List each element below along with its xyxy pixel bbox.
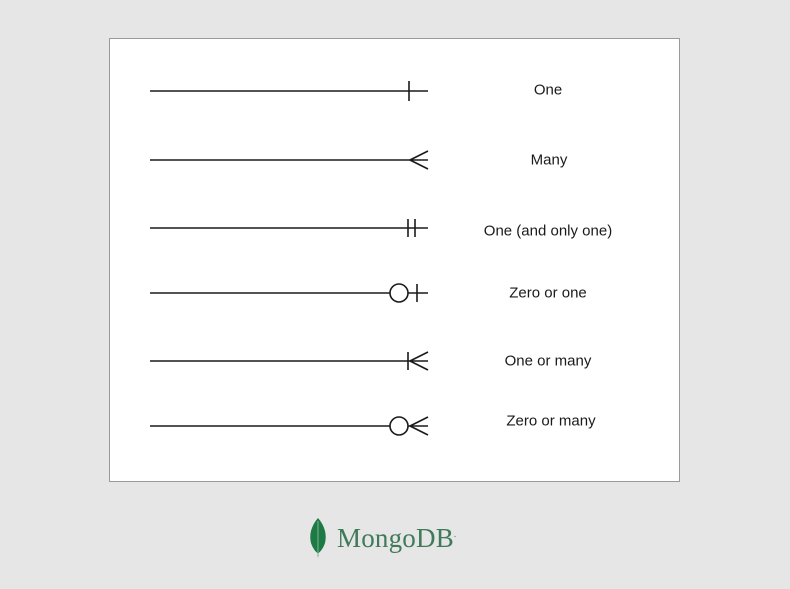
logo-name: MongoDB [337, 522, 454, 553]
crowsfoot-lower [409, 425, 429, 436]
notation-legend-card: One Many One (and only one) Zero or one … [109, 38, 680, 482]
notation-zero-or-one [150, 283, 428, 303]
crowsfoot-lower [409, 159, 429, 170]
logo-registered-mark: . [453, 528, 457, 539]
notation-one-or-many [150, 351, 429, 371]
notation-zero-or-many [150, 416, 429, 436]
crowsfoot-upper [409, 150, 429, 161]
zero-circle [389, 416, 409, 436]
label-many: Many [530, 151, 568, 169]
crowsfoot-upper [409, 351, 429, 362]
label-one: One [533, 81, 563, 99]
notation-one-and-only-one [150, 219, 428, 237]
crowsfoot-diagram [150, 81, 429, 436]
mongodb-logo: MongoDB. [308, 516, 456, 560]
leaf-icon [310, 518, 326, 558]
label-one-and-only-one: One (and only one) [483, 222, 613, 240]
label-zero-or-one: Zero or one [509, 284, 587, 302]
zero-circle [389, 283, 409, 303]
notation-one [150, 81, 428, 101]
crowsfoot-upper [409, 416, 429, 427]
label-zero-or-many: Zero or many [506, 412, 596, 430]
crowsfoot-lower [409, 360, 429, 371]
notation-many [150, 150, 429, 170]
logo-wordmark: MongoDB. [337, 523, 456, 554]
label-one-or-many: One or many [504, 352, 592, 370]
